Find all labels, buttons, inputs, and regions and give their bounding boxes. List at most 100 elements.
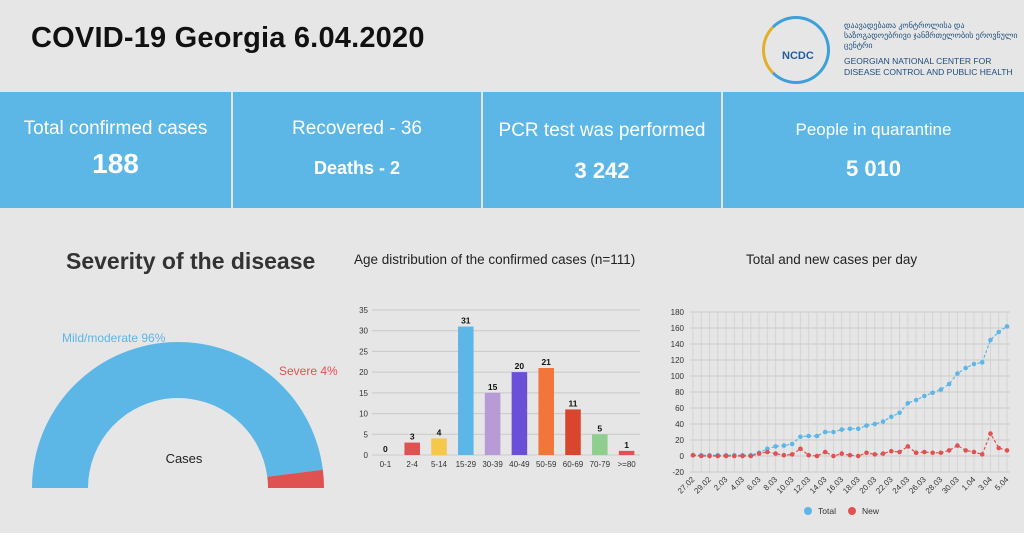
ncdc-logo: NCDC დაავადებათა კონტროლისა და საზოგადოე…	[758, 14, 1020, 84]
age-ytick-label: 15	[359, 389, 368, 398]
age-bar	[458, 326, 474, 455]
line-ytick-label: 40	[675, 420, 684, 429]
point-total	[963, 365, 968, 371]
age-bar-value: 3	[410, 432, 415, 442]
point-new	[814, 453, 820, 459]
point-new	[930, 450, 935, 456]
line-xtick-label: 30.03	[940, 475, 961, 496]
pcr-label: PCR test was performed	[498, 120, 706, 141]
point-total	[839, 427, 845, 432]
age-xtick-label: 15-29	[456, 460, 477, 469]
point-total	[922, 393, 927, 399]
legend-label-new: New	[862, 506, 880, 516]
stats-band	[0, 92, 1024, 208]
point-new	[855, 453, 861, 459]
line-ytick-label: 0	[680, 452, 685, 461]
age-bar	[484, 392, 501, 455]
legend-marker-new	[848, 507, 856, 515]
age-bar	[592, 434, 608, 455]
stats-divider	[481, 92, 483, 208]
line-ytick-label: 140	[671, 340, 685, 349]
point-total	[971, 361, 977, 367]
point-new	[938, 450, 944, 456]
severity-severe-arc	[267, 469, 324, 488]
line-xtick-label: 4.03	[729, 475, 747, 493]
age-xtick-label: 2-4	[406, 460, 418, 469]
point-total	[773, 444, 778, 449]
point-total	[872, 421, 878, 427]
age-ytick-label: 30	[359, 327, 368, 336]
point-total	[822, 429, 828, 435]
point-total	[781, 443, 787, 448]
point-new	[690, 452, 696, 458]
point-total	[955, 371, 960, 376]
point-new	[698, 453, 704, 459]
point-new	[847, 452, 853, 458]
point-new	[897, 449, 902, 455]
series-line-new	[692, 432, 1008, 457]
point-total	[930, 390, 935, 396]
age-bar	[565, 409, 581, 455]
age-bar-value: 21	[541, 357, 551, 367]
stats-divider	[231, 92, 233, 208]
age-bar	[618, 450, 635, 455]
point-new	[798, 446, 803, 452]
line-xtick-label: 18.03	[841, 475, 862, 496]
point-total	[979, 360, 985, 365]
line-xtick-label: 5.04	[993, 475, 1011, 493]
age-ytick-label: 20	[359, 368, 368, 377]
point-total	[798, 434, 803, 440]
legend-marker-total	[804, 507, 812, 515]
line-ytick-label: 180	[671, 308, 685, 317]
age-xtick-label: 5-14	[431, 460, 448, 469]
age-bar-value: 4	[437, 427, 442, 437]
age-xtick-label: 30-39	[482, 460, 503, 469]
point-new	[839, 451, 845, 456]
age-bar	[511, 372, 528, 455]
point-new	[963, 448, 968, 453]
age-ytick-label: 10	[359, 410, 368, 419]
point-total	[938, 387, 944, 392]
line-xtick-label: 12.03	[792, 475, 813, 496]
logo-abbreviation: NCDC	[782, 50, 814, 62]
line-xtick-label: 16.03	[825, 475, 846, 496]
legend-label-total: Total	[818, 506, 836, 516]
age-ytick-label: 0	[364, 451, 369, 460]
logo-georgian-text: დაავადებათა კონტროლისა და საზოგადოებრივი…	[844, 21, 1018, 50]
severity-title: Severity of the disease	[66, 248, 316, 274]
point-total	[855, 426, 861, 432]
point-new	[748, 453, 754, 459]
age-chart-title: Age distribution of the confirmed cases …	[354, 252, 636, 267]
center-label: Cases	[166, 451, 203, 466]
point-new	[872, 452, 878, 457]
age-bar-value: 20	[515, 361, 525, 371]
point-new	[732, 453, 737, 459]
point-total	[905, 400, 911, 406]
age-bar	[538, 368, 554, 455]
point-total	[996, 329, 1002, 335]
point-new	[971, 449, 977, 455]
severe-label: Severe 4%	[279, 364, 338, 378]
stat-confirmed: Total confirmed cases 188	[0, 92, 231, 208]
age-bar-value: 31	[461, 316, 471, 326]
point-new	[880, 451, 886, 456]
line-ytick-label: 100	[671, 372, 685, 381]
point-new	[806, 452, 811, 458]
line-ytick-label: 20	[675, 436, 684, 445]
point-new	[913, 450, 919, 456]
age-xtick-label: 50-59	[536, 460, 557, 469]
mild-label: Mild/moderate 96%	[62, 331, 166, 345]
severity-mild-arc	[32, 341, 323, 488]
age-xtick-label: 60-69	[563, 460, 584, 469]
age-chart: 0510152025303500-132-445-143115-291530-3…	[359, 306, 640, 469]
age-bar	[431, 438, 447, 455]
point-new	[740, 453, 745, 459]
point-new	[773, 451, 778, 456]
age-xtick-label: 0-1	[380, 460, 392, 469]
age-bar-value: 0	[383, 444, 388, 454]
pcr-value: 3 242	[574, 158, 630, 183]
point-total	[889, 414, 894, 420]
point-new	[988, 431, 993, 436]
age-xtick-label: 70-79	[590, 460, 611, 469]
line-xtick-label: 3.04	[977, 475, 995, 493]
